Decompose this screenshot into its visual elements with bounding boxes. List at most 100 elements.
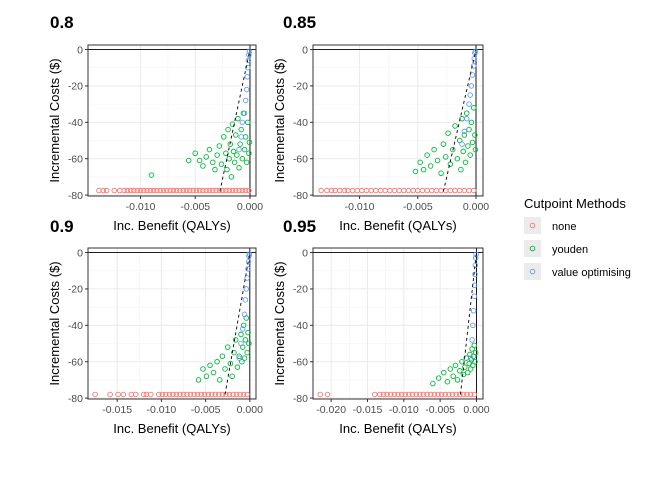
point-youden [224, 344, 231, 350]
point-none [391, 391, 398, 398]
point-value-optimising [245, 266, 251, 272]
point-none [226, 391, 233, 398]
threshold-line [442, 49, 477, 192]
point-value-optimising [472, 271, 478, 278]
point-none [187, 187, 193, 194]
point-youden [216, 143, 223, 149]
y-axis-label: Incremental Costs ($) [47, 58, 62, 182]
point-none [131, 187, 137, 194]
point-value-optimising [241, 311, 248, 318]
point-none [173, 391, 180, 398]
legend-label-none: none [552, 221, 576, 233]
point-youden [203, 154, 209, 160]
point-none [166, 391, 173, 398]
point-youden [466, 126, 472, 133]
point-youden [207, 362, 213, 369]
point-youden [196, 157, 203, 164]
point-youden [438, 170, 444, 177]
point-youden [472, 132, 478, 138]
point-youden [450, 373, 456, 380]
point-none [239, 187, 246, 194]
point-none [395, 391, 401, 398]
point-youden [469, 139, 476, 146]
x-axis-label: Inc. Benefit (QALYs) [113, 421, 231, 436]
point-none [194, 391, 201, 398]
point-none [124, 187, 131, 194]
point-none [341, 187, 348, 194]
x-tick-label: -0.010 [345, 201, 375, 213]
point-none [180, 391, 187, 398]
point-none [144, 187, 150, 194]
panel-border [312, 44, 484, 197]
point-none [132, 391, 139, 398]
point-none [230, 391, 236, 398]
point-value-optimising [463, 115, 470, 122]
point-none [107, 391, 113, 398]
point-youden [442, 154, 449, 160]
point-youden [236, 353, 242, 359]
x-tick-label: -0.020 [316, 404, 346, 416]
point-youden [225, 126, 231, 133]
point-none [424, 391, 430, 398]
point-none [246, 187, 252, 194]
point-youden [441, 369, 447, 376]
point-youden [462, 364, 468, 370]
point-youden [452, 123, 458, 129]
point-youden [457, 368, 463, 374]
y-tick-label: 0 [77, 44, 83, 56]
point-youden [148, 172, 155, 178]
point-none [467, 391, 474, 398]
point-none [147, 187, 154, 194]
point-none [206, 187, 213, 194]
point-youden [445, 130, 451, 136]
points-layer [317, 251, 479, 398]
point-value-optimising [243, 86, 250, 93]
point-value-optimising [241, 110, 248, 116]
point-value-optimising [459, 141, 465, 147]
point-none [203, 187, 209, 194]
x-tick-label: 0.000 [237, 201, 263, 213]
point-none [210, 187, 216, 194]
point-youden [463, 110, 470, 116]
point-none [167, 187, 173, 194]
point-youden [452, 362, 459, 369]
y-tick-label: -40 [293, 320, 308, 332]
y-tick-label: -40 [68, 117, 83, 129]
y-tick-label: 0 [77, 247, 83, 259]
x-tick-label: -0.015 [102, 404, 132, 416]
point-none [318, 187, 324, 194]
point-youden [242, 337, 249, 343]
point-youden [185, 157, 192, 164]
point-value-optimising [469, 337, 475, 343]
point-youden [238, 126, 244, 133]
panel-3: -80 -60 -40 -20 0 -0.015 -0.010 -0.005 0.000 0.9 I… [47, 217, 263, 436]
point-youden [472, 358, 478, 365]
point-none [377, 391, 383, 398]
point-youden [462, 159, 469, 166]
y-tick-label: -20 [68, 284, 83, 296]
x-tick-label: 0.000 [463, 201, 489, 213]
point-youden [216, 377, 223, 383]
point-youden [244, 349, 250, 356]
point-youden [458, 166, 464, 173]
point-youden [214, 358, 220, 365]
legend-label-value-optimising: value optimising [552, 267, 631, 279]
point-none [134, 187, 141, 194]
point-youden [417, 159, 423, 166]
threshold-line [224, 252, 251, 395]
point-none [216, 187, 223, 194]
panel-title: 0.8 [50, 13, 74, 32]
point-value-optimising [468, 83, 475, 89]
point-none [111, 187, 118, 194]
points-layer [92, 251, 253, 398]
point-value-optimising [461, 128, 468, 135]
point-youden [237, 141, 243, 147]
point-youden [233, 132, 239, 138]
point-none [237, 391, 243, 398]
legend-label-youden: youden [552, 244, 588, 256]
point-none [160, 187, 167, 194]
y-tick-label: -40 [293, 117, 308, 129]
point-youden [228, 174, 235, 180]
point-none [435, 391, 441, 398]
x-axis-label: Inc. Benefit (QALYs) [339, 218, 457, 233]
